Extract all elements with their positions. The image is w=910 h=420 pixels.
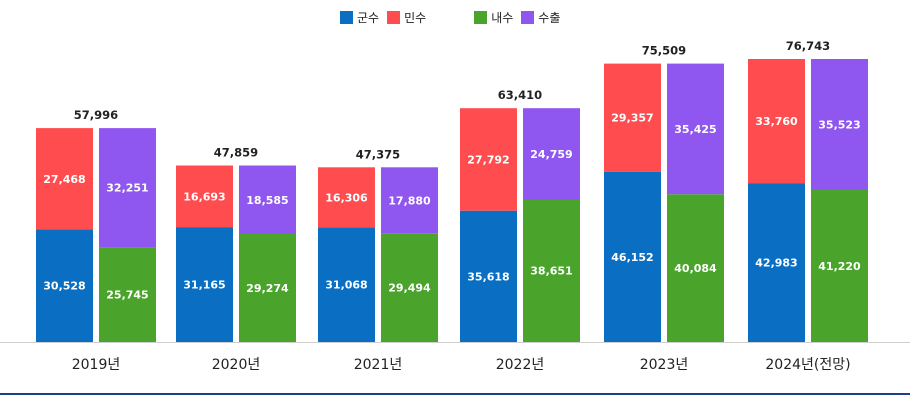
value-label-civil-2: 16,306 [325, 191, 368, 204]
value-label-military-1: 31,165 [183, 279, 225, 292]
bar-export-3 [523, 108, 580, 200]
bar-export-1 [239, 165, 296, 234]
legend: 군수 민수 내수 수출 [340, 8, 568, 26]
chart-baseline [0, 342, 910, 343]
bar-domestic-4 [667, 194, 724, 342]
x-tick-label-1: 2020년 [212, 357, 261, 373]
value-label-export-2: 17,880 [388, 194, 431, 207]
legend-swatch-export [521, 10, 535, 24]
value-label-civil-1: 16,693 [183, 190, 225, 203]
legend-item-civil: 민수 [387, 9, 426, 26]
legend-label-domestic: 내수 [491, 10, 514, 25]
bar-domestic-2 [381, 233, 438, 342]
bar-domestic-3 [523, 199, 580, 342]
value-label-civil-5: 33,760 [755, 115, 798, 128]
value-label-military-2: 31,068 [325, 279, 367, 292]
total-label-1: 47,859 [214, 146, 258, 160]
value-label-civil-0: 27,468 [43, 173, 85, 186]
bar-civil-4 [604, 63, 661, 172]
bar-military-3 [460, 210, 517, 342]
bar-military-5 [748, 183, 805, 342]
bar-export-5 [811, 59, 868, 190]
bar-civil-1 [176, 165, 233, 228]
bar-military-0 [36, 229, 93, 342]
legend-swatch-domestic [474, 10, 488, 24]
value-label-export-1: 18,585 [246, 194, 288, 207]
value-label-military-4: 46,152 [611, 251, 653, 264]
value-label-civil-3: 27,792 [467, 153, 509, 166]
bar-export-2 [381, 167, 438, 234]
value-label-military-5: 42,983 [755, 257, 797, 270]
value-label-export-5: 35,523 [818, 119, 860, 132]
bar-export-4 [667, 63, 724, 195]
legend-item-export: 수출 [521, 9, 560, 26]
x-tick-label-3: 2022년 [496, 357, 545, 373]
bar-domestic-0 [99, 247, 156, 342]
value-label-military-0: 30,528 [43, 280, 85, 293]
x-tick-label-5: 2024년(전망) [765, 357, 850, 373]
bar-export-0 [99, 128, 156, 247]
bar-military-2 [318, 227, 375, 342]
legend-swatch-civil [387, 10, 401, 24]
legend-label-export: 수출 [538, 10, 561, 25]
footer-divider [0, 393, 910, 395]
legend-item-domestic: 내수 [474, 9, 513, 26]
value-label-export-3: 24,759 [530, 148, 572, 161]
total-label-0: 57,996 [74, 108, 118, 122]
x-tick-label-2: 2021년 [354, 357, 403, 373]
x-tick-label-0: 2019년 [72, 357, 121, 373]
value-label-domestic-0: 25,745 [106, 289, 148, 302]
bar-domestic-5 [811, 190, 868, 342]
total-label-5: 76,743 [786, 39, 830, 53]
value-label-civil-4: 29,357 [611, 112, 653, 125]
value-label-domestic-5: 41,220 [818, 260, 861, 273]
total-label-2: 47,375 [356, 147, 400, 161]
value-label-export-0: 32,251 [106, 182, 148, 195]
value-label-military-3: 35,618 [467, 270, 509, 283]
legend-swatch-military [340, 10, 353, 24]
total-label-3: 63,410 [498, 88, 542, 102]
value-label-domestic-1: 29,274 [246, 282, 289, 295]
value-label-domestic-3: 38,651 [530, 265, 572, 278]
x-tick-label-4: 2023년 [640, 357, 689, 373]
legend-label-civil: 민수 [404, 10, 427, 25]
bar-civil-0 [36, 128, 93, 230]
value-label-domestic-2: 29,494 [388, 282, 431, 295]
legend-item-military: 군수 [340, 9, 379, 26]
bar-military-1 [176, 227, 233, 342]
bar-civil-2 [318, 167, 375, 228]
value-label-export-4: 35,425 [674, 123, 716, 136]
legend-label-military: 군수 [357, 10, 380, 25]
bar-civil-3 [460, 108, 517, 211]
bar-domestic-1 [239, 234, 296, 342]
bar-civil-5 [748, 59, 805, 184]
value-label-domestic-4: 40,084 [674, 262, 717, 275]
total-label-4: 75,509 [642, 44, 686, 58]
bar-military-4 [604, 171, 661, 342]
